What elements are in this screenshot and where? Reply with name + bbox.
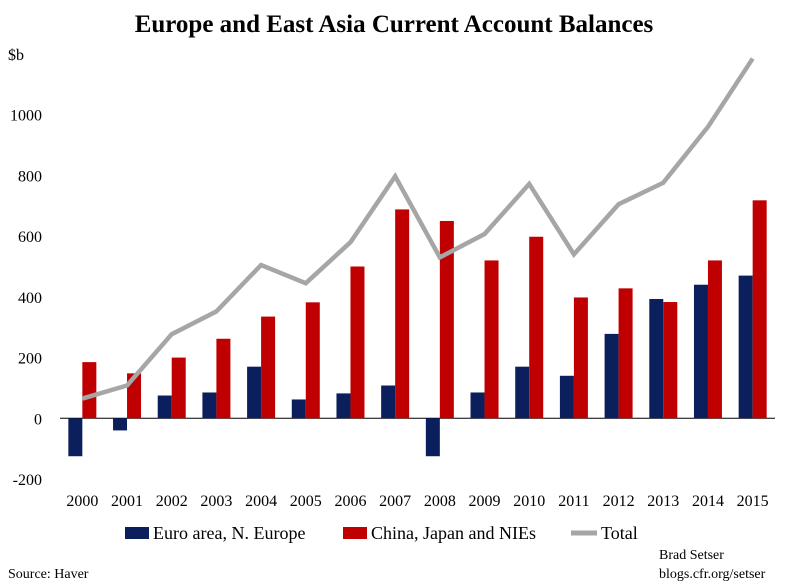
bar-asia xyxy=(439,220,454,419)
x-tick-label: 2006 xyxy=(334,493,366,510)
bar-asia xyxy=(171,357,186,419)
y-axis-label: $b xyxy=(8,47,24,64)
bar-asia xyxy=(82,362,97,419)
source-note: Source: Haver xyxy=(8,567,89,582)
x-tick-label: 2015 xyxy=(737,493,769,510)
bar-euro xyxy=(693,284,708,419)
bar-asia xyxy=(618,288,633,419)
x-tick-label: 2000 xyxy=(66,493,98,510)
x-tick-label: 2008 xyxy=(424,493,456,510)
legend: Euro area, N. Europe China, Japan and NI… xyxy=(125,523,638,543)
x-tick-label: 2003 xyxy=(200,493,232,510)
y-tick-label: 1000 xyxy=(10,108,42,125)
bar-layer xyxy=(68,200,767,457)
bar-euro xyxy=(649,298,664,419)
bar-asia xyxy=(216,338,231,419)
bar-asia xyxy=(663,302,678,419)
chart-title: Europe and East Asia Current Account Bal… xyxy=(135,11,654,38)
bar-asia xyxy=(395,209,410,419)
x-tick-label: 2007 xyxy=(379,493,411,510)
x-tick-label: 2004 xyxy=(245,493,277,510)
legend-swatch-euro xyxy=(125,527,149,539)
y-tick-label: 0 xyxy=(34,411,42,428)
x-tick-label: 2012 xyxy=(603,493,635,510)
bar-euro xyxy=(559,375,574,419)
bar-asia xyxy=(261,316,276,419)
bar-euro xyxy=(470,392,485,419)
series-line-total xyxy=(81,57,755,401)
x-tick-label: 2001 xyxy=(111,493,143,510)
legend-label-asia: China, Japan and NIEs xyxy=(371,523,536,543)
legend-label-total: Total xyxy=(601,523,638,543)
y-tick-label: 600 xyxy=(18,229,42,246)
bar-euro xyxy=(425,418,440,457)
legend-swatch-asia xyxy=(343,527,367,539)
bar-euro xyxy=(157,395,172,419)
bar-euro xyxy=(738,275,753,419)
x-tick-label: 2010 xyxy=(513,493,545,510)
x-tick-label: 2009 xyxy=(469,493,501,510)
bar-euro xyxy=(247,366,262,419)
bar-asia xyxy=(529,236,544,419)
author-note: Brad Setser xyxy=(659,548,724,563)
y-tick-label: -200 xyxy=(13,472,42,489)
x-tick-label: 2013 xyxy=(647,493,679,510)
bar-asia xyxy=(484,260,499,419)
y-tick-label: 400 xyxy=(18,290,42,307)
bar-euro xyxy=(291,399,306,419)
line-layer xyxy=(81,57,755,401)
x-tick-label: 2002 xyxy=(156,493,188,510)
y-tick-label: 200 xyxy=(18,351,42,368)
bar-euro xyxy=(336,393,351,419)
bar-asia xyxy=(707,260,722,419)
x-tick-label: 2011 xyxy=(558,493,589,510)
bar-asia xyxy=(350,266,365,419)
bar-euro xyxy=(604,333,619,419)
bar-euro xyxy=(515,366,530,419)
site-note: blogs.cfr.org/setser xyxy=(659,567,766,582)
bar-asia xyxy=(752,200,767,419)
bar-asia xyxy=(573,297,588,419)
bar-asia xyxy=(305,302,320,419)
bar-euro xyxy=(381,385,396,419)
y-tick-label: 800 xyxy=(18,168,42,185)
bar-euro xyxy=(202,392,217,419)
bar-euro xyxy=(68,418,83,457)
legend-label-euro: Euro area, N. Europe xyxy=(153,523,305,543)
x-tick-label: 2005 xyxy=(290,493,322,510)
x-tick-label: 2014 xyxy=(692,493,724,510)
bar-euro xyxy=(113,418,128,431)
